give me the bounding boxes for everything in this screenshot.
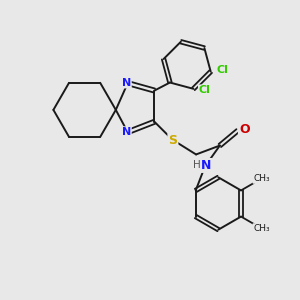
Text: H: H: [193, 160, 200, 170]
Text: Cl: Cl: [216, 64, 228, 74]
Text: N: N: [122, 77, 131, 88]
Text: Cl: Cl: [199, 85, 211, 95]
Text: N: N: [122, 127, 131, 137]
Text: O: O: [239, 123, 250, 136]
Text: S: S: [168, 134, 177, 147]
Text: CH₃: CH₃: [253, 224, 270, 233]
Text: N: N: [201, 159, 212, 172]
Text: CH₃: CH₃: [253, 174, 270, 183]
